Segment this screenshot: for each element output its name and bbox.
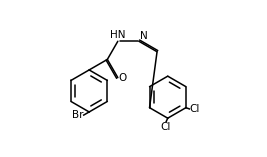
Text: HN: HN bbox=[110, 30, 125, 41]
Text: Cl: Cl bbox=[190, 104, 200, 114]
Text: N: N bbox=[140, 31, 147, 41]
Text: Br: Br bbox=[72, 110, 83, 120]
Text: Cl: Cl bbox=[161, 122, 171, 132]
Text: O: O bbox=[119, 73, 127, 83]
